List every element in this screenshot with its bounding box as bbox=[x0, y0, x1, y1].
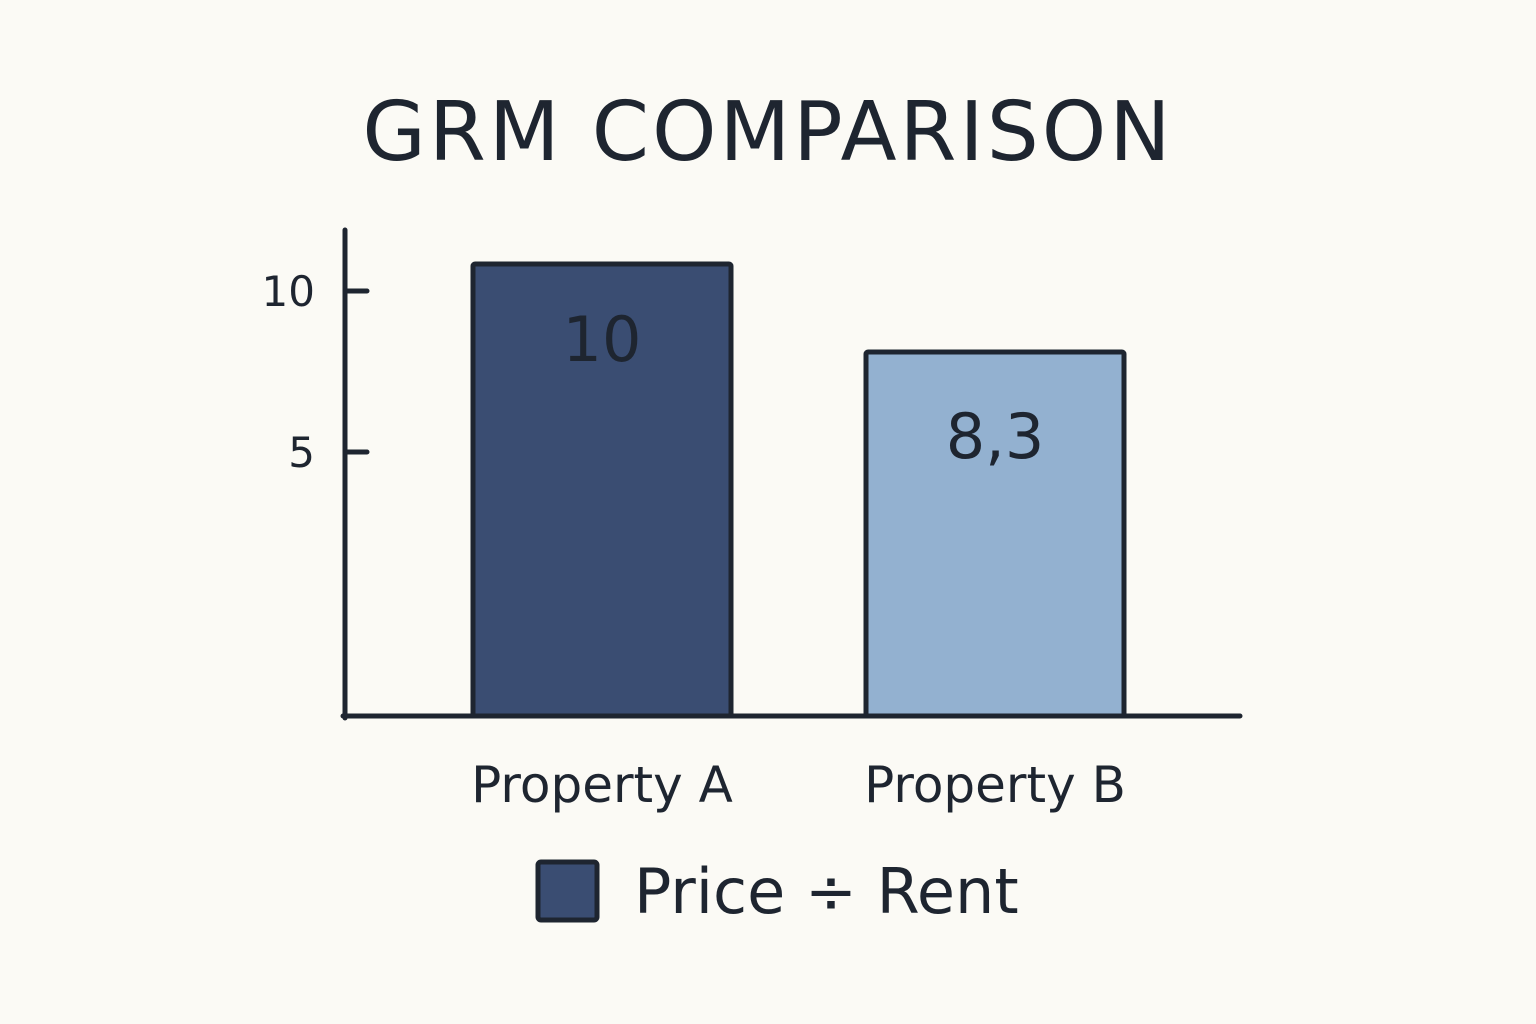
labels-layer: 10 Property A 8,3 Property B 5 10 bbox=[262, 267, 1126, 814]
legend-swatch bbox=[535, 859, 600, 923]
y-tick-label: 10 bbox=[262, 267, 315, 316]
x-tick-label: Property A bbox=[471, 756, 733, 814]
x-tick-label: Property B bbox=[864, 756, 1126, 814]
bars-layer bbox=[470, 261, 1127, 719]
legend-label: Price ÷ Rent bbox=[634, 855, 1019, 928]
data-label: 8,3 bbox=[946, 400, 1045, 473]
axes-layer bbox=[340, 227, 1243, 721]
legend: Price ÷ Rent bbox=[535, 855, 1019, 928]
chart-title: GRM COMPARISON bbox=[362, 85, 1174, 180]
y-tick-label: 5 bbox=[288, 428, 315, 477]
data-label: 10 bbox=[563, 303, 642, 376]
